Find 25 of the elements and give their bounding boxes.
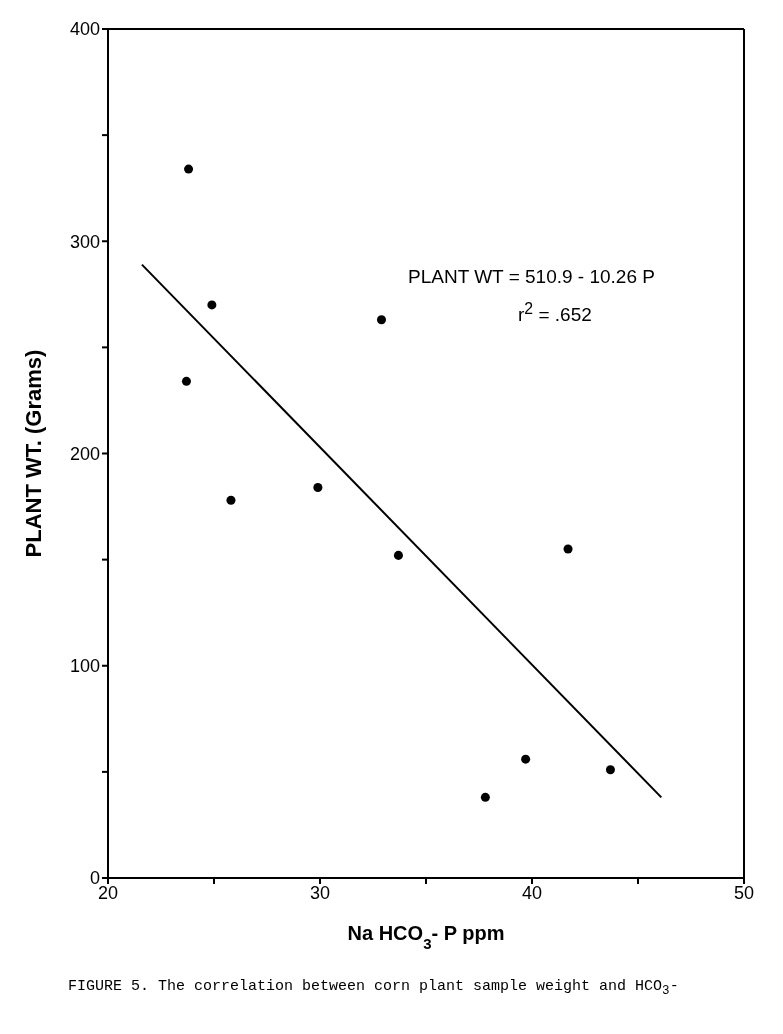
- x-tick-label: 20: [97, 882, 119, 903]
- x-tick-label: 30: [309, 882, 331, 903]
- point: [226, 495, 236, 505]
- caption: FIGURE 5. The correlation between corn plant sample weight and HCO$_{3}$-: [68, 978, 680, 998]
- point: [376, 315, 386, 325]
- x-tick-label: 40: [521, 882, 543, 903]
- y-axis-title: PLANT WT. (Grams): [20, 349, 46, 558]
- annotation: r$^{2}$ = .652: [518, 300, 592, 327]
- point: [605, 765, 615, 775]
- point: [480, 792, 490, 802]
- y-tick-label: 300: [69, 231, 100, 252]
- point: [393, 550, 403, 560]
- y-tick-label: 100: [69, 656, 100, 677]
- point: [563, 544, 573, 554]
- y-tick-label: 200: [69, 443, 100, 464]
- y-tick-label: 400: [69, 19, 100, 40]
- x-tick-label: 50: [733, 882, 755, 903]
- point: [313, 482, 323, 492]
- point: [181, 376, 191, 386]
- y-tick-label: 0: [89, 868, 100, 889]
- point: [521, 754, 531, 764]
- point: [207, 300, 217, 310]
- point: [184, 164, 194, 174]
- x-axis-title: Na HCO$_{3}$- P ppm: [347, 922, 505, 952]
- annotation: PLANT WT = 510.9 - 10.26 P: [408, 266, 655, 288]
